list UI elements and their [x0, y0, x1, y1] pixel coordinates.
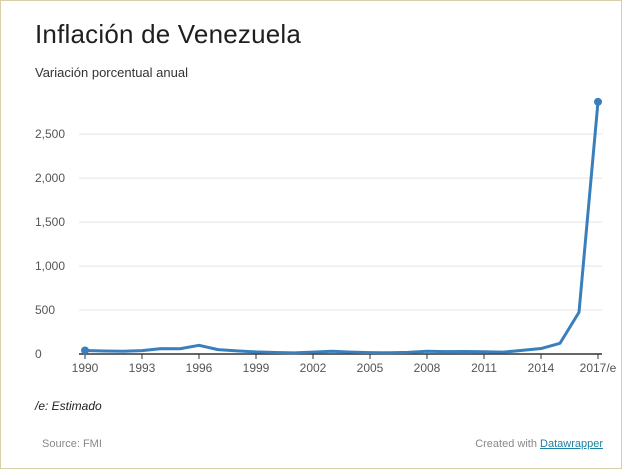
data-point	[502, 351, 505, 354]
data-point	[198, 344, 201, 347]
data-point	[122, 350, 125, 353]
data-point	[179, 347, 182, 350]
data-point	[331, 350, 334, 353]
x-tick-label: 1999	[243, 361, 270, 375]
data-point	[255, 350, 258, 353]
data-point	[559, 342, 562, 345]
estimate-note: /e: Estimado	[35, 399, 102, 413]
credit-label: Created with Datawrapper	[475, 438, 603, 450]
datawrapper-link[interactable]: Datawrapper	[540, 438, 603, 450]
data-point	[369, 351, 372, 354]
y-tick-label: 0	[35, 347, 42, 361]
data-point	[103, 350, 106, 353]
data-point	[274, 351, 277, 354]
x-tick-label: 2011	[471, 361, 497, 375]
y-tick-label: 2,000	[35, 171, 65, 185]
data-point	[141, 349, 144, 352]
y-tick-label: 500	[35, 303, 55, 317]
endpoint-marker	[81, 346, 89, 355]
x-tick-label: 2002	[300, 361, 327, 375]
endpoint-marker	[594, 97, 602, 106]
data-point	[540, 347, 543, 350]
y-tick-label: 2,500	[35, 127, 65, 141]
x-tick-label: 1990	[72, 361, 99, 375]
data-point	[578, 311, 581, 314]
data-point	[236, 349, 239, 352]
x-tick-label: 2005	[357, 361, 384, 375]
data-point	[217, 348, 220, 351]
x-tick-label: 1996	[186, 361, 213, 375]
data-point	[445, 350, 448, 353]
data-point	[293, 351, 296, 354]
data-point	[312, 351, 315, 354]
chart-subtitle: Variación porcentual anual	[35, 65, 188, 80]
data-point	[464, 350, 467, 353]
x-tick-label: 2014	[528, 361, 555, 375]
source-label: Source: FMI	[42, 438, 102, 450]
x-tick-label: 1993	[129, 361, 156, 375]
data-point	[521, 349, 524, 352]
x-tick-label: 2008	[414, 361, 441, 375]
data-point	[426, 350, 429, 353]
line-chart: 0 500 1,000 1,500 2,000 2,500 1990 1993 1996 1999…	[35, 97, 617, 375]
data-point	[483, 350, 486, 353]
data-point	[407, 351, 410, 354]
series-line	[83, 100, 600, 355]
y-tick-label: 1,500	[35, 215, 65, 229]
credit-prefix: Created with	[475, 438, 541, 450]
x-tick-label: 2017/e	[580, 361, 617, 375]
data-point	[160, 347, 163, 350]
y-tick-label: 1,000	[35, 259, 65, 273]
chart-title: Inflación de Venezuela	[35, 19, 302, 49]
data-point	[350, 351, 353, 354]
data-point	[388, 351, 391, 354]
